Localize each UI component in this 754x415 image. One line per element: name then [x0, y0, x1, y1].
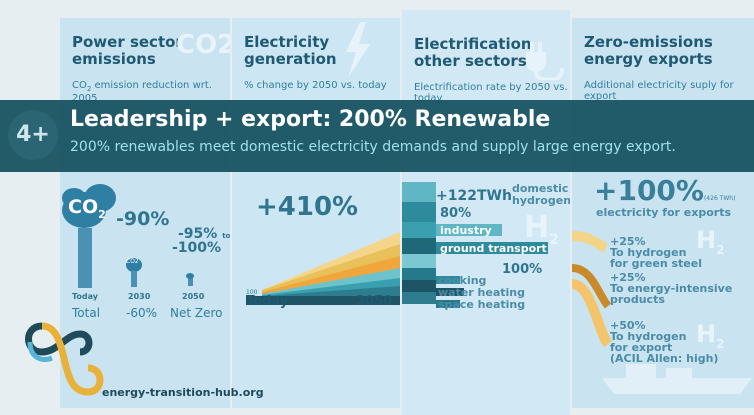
band-water [436, 288, 464, 296]
bar-space [402, 292, 436, 304]
value-2050-bottom: -100% [172, 240, 222, 256]
water-heating-label: water heating [438, 286, 526, 299]
electricity-generation-panel: Electricity generation % change by 2050 … [232, 18, 400, 408]
axis-small-label: 100 [246, 289, 258, 296]
banner [0, 100, 754, 172]
banner-subheadline: 200% renewables meet domestic electricit… [70, 139, 676, 155]
smokestack-chart [62, 184, 194, 288]
exports-panel: Zero-emissions energy exports Additional… [572, 18, 754, 408]
band-industry [436, 224, 502, 236]
pct-80: 80% [440, 206, 472, 221]
ship-icon [602, 364, 752, 394]
power-sector-subtitle: CO2 emission reduction wrt. 2005 [72, 80, 212, 104]
flow-steel [572, 231, 609, 253]
exports-big-caption: electricity for exports [596, 206, 732, 219]
band-transport [436, 242, 548, 254]
flow-products [572, 264, 612, 309]
electrification-bars [402, 182, 548, 308]
electricity-generation-title: Electricity generation [244, 33, 337, 68]
bar-industry [402, 222, 436, 238]
top-value: +122TWh [436, 188, 512, 204]
hydrogen-label: hydrogen [512, 194, 570, 207]
lightning-icon [346, 22, 370, 78]
flow-export [572, 279, 613, 348]
electrification-subtitle: Electrification rate by 2050 vs. today [414, 82, 568, 104]
band-space [436, 300, 460, 308]
domestic-label: domestic [512, 182, 569, 195]
x-start-label: Today [246, 294, 289, 309]
smokestack-2050-icon [186, 273, 194, 286]
exports-big-value: +100%(426 TWh) [594, 174, 736, 207]
bar-80 [402, 202, 436, 222]
exports-title: Zero-emissions energy exports [584, 33, 713, 68]
bar-cooking [402, 268, 436, 280]
bar-water [402, 280, 436, 292]
band-cooking [436, 276, 460, 284]
value-2030: -90% [116, 208, 170, 230]
electrification-panel: Electrification other sectors Electrific… [402, 10, 570, 415]
smokestack-today-icon [62, 184, 116, 288]
caption-total: Total [72, 306, 101, 320]
h2-watermark-top: H2 [696, 226, 725, 257]
banner-headline: Leadership + export: 200% Renewable [70, 107, 551, 132]
industry-label: industry [440, 224, 492, 237]
co2-small-badge: CO2 [126, 258, 139, 265]
ground-transport-label: ground transport [440, 242, 547, 255]
logo-site-url[interactable]: energy-transition-hub.org [102, 386, 264, 399]
layer-1 [246, 296, 400, 305]
exports-flows [572, 231, 613, 348]
h2-watermark-bottom: H2 [696, 320, 725, 351]
h2-watermark: H2 [524, 210, 559, 248]
electricity-generation-subtitle: % change by 2050 vs. today [244, 80, 387, 91]
plug-icon [526, 42, 564, 80]
smokestack-2030-icon [126, 258, 142, 287]
co2-watermark: CO2 [176, 30, 230, 60]
space-heating-label: space heating [438, 298, 526, 311]
generation-big-value: +410% [256, 192, 359, 222]
exports-subtitle: Additional electricity suply for export [584, 80, 734, 102]
x-end-label: 2050 [356, 294, 393, 309]
value-2050-top: -95% to [178, 226, 230, 242]
energy-transition-hub-logo-icon [25, 322, 104, 396]
export-item-1: +25% To hydrogen for green steel [610, 235, 702, 270]
power-sector-title: Power sector emissions [72, 33, 183, 68]
co2-badge: CO2 [68, 196, 106, 221]
caption-net-zero: Net Zero [170, 306, 223, 320]
label-today: Today [72, 292, 98, 301]
scenario-badge: 4+ [8, 110, 58, 160]
caption-60: -60% [126, 306, 158, 320]
bar-hydrogen [402, 182, 436, 202]
generation-stream-chart: 100 [246, 232, 400, 305]
label-2050: 2050 [182, 292, 205, 301]
export-item-3: +50% To hydrogen for export (ACIL Allen: hi… [610, 319, 719, 365]
bar-100 [402, 254, 436, 268]
electrification-title: Electrification other sectors [414, 35, 532, 70]
export-item-2: +25% To energy-intensive products [610, 271, 733, 306]
bar-transport [402, 238, 436, 254]
cooking-label: cooking [438, 274, 487, 287]
label-2030: 2030 [128, 292, 151, 301]
pct-100: 100% [502, 262, 543, 277]
